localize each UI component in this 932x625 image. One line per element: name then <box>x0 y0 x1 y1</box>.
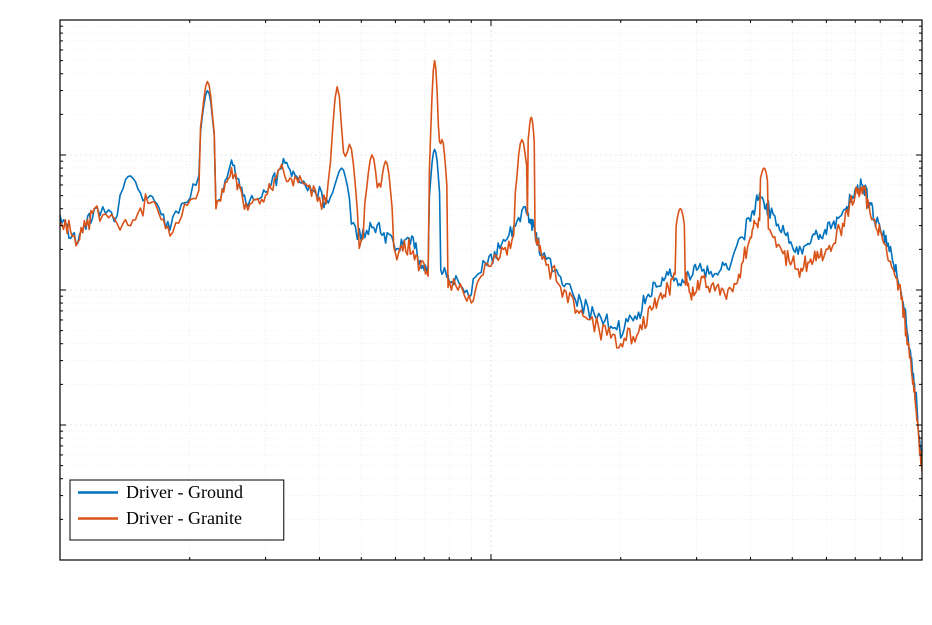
legend: Driver - Ground Driver - Granite <box>70 480 284 540</box>
legend-label: Driver - Granite <box>126 508 242 528</box>
chart-svg: Driver - Ground Driver - Granite <box>0 0 932 625</box>
legend-label: Driver - Ground <box>126 482 243 502</box>
spectrum-chart: Driver - Ground Driver - Granite <box>0 0 932 625</box>
